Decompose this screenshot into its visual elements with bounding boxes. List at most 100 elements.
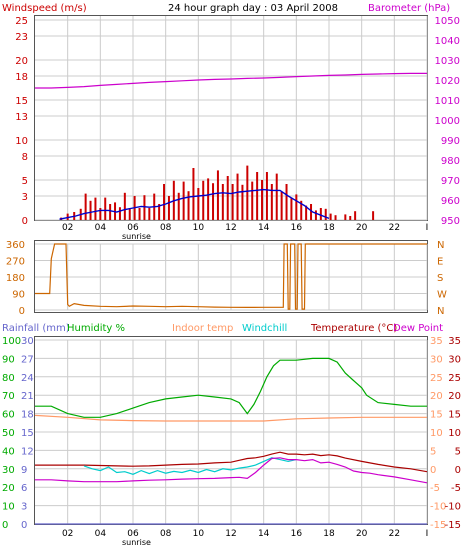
y-tick-label-windspeed: 10 xyxy=(15,136,28,147)
chart-title: 24 hour graph day : 03 April 2008 xyxy=(168,3,338,14)
humidity-line xyxy=(35,357,427,418)
dewpoint-title: Dew Point xyxy=(393,323,443,334)
y-tick-label-humidity: 90 xyxy=(2,354,15,365)
y-tick-label-rainfall: 12 xyxy=(21,446,34,457)
x-tick-label: 02 xyxy=(62,529,73,539)
y-tick-label-indoor: -10 xyxy=(430,502,446,513)
y-tick-label-barometer: 1030 xyxy=(435,56,460,67)
y-tick-label-humidity: 50 xyxy=(2,428,15,439)
y-tick-label-windspeed: 8 xyxy=(22,152,28,163)
y-tick-label-barometer: 970 xyxy=(441,176,460,187)
y-tick-label-windspeed: 15 xyxy=(15,96,28,107)
sunrise-label-bottom: sunrise xyxy=(122,538,151,547)
x-tick-label: 08 xyxy=(160,223,172,233)
avg-windspeed-line xyxy=(59,188,330,220)
y-tick-label-humidity: 60 xyxy=(2,410,15,421)
y-tick-label-temperature: -5 xyxy=(451,483,461,494)
windspeed-axis-title: Windspeed (m/s) xyxy=(2,3,87,14)
windchill-line xyxy=(83,457,297,475)
indoor-temp-line xyxy=(34,414,427,422)
dewpoint-line xyxy=(35,457,428,484)
x-tick-label: 14 xyxy=(258,529,270,539)
indoor-temp-title: Indoor temp xyxy=(172,323,233,334)
x-tick-label: I xyxy=(426,223,429,233)
y-tick-label-temperature: 35 xyxy=(448,336,461,347)
y-tick-label-rainfall: 9 xyxy=(21,465,27,476)
y-tick-label-rainfall: 15 xyxy=(21,428,34,439)
y-tick-label-temperature: -10 xyxy=(445,502,461,513)
x-tick-label: 14 xyxy=(258,223,270,233)
y-tick-label-compass: E xyxy=(437,257,443,268)
x-tick-label: 12 xyxy=(225,223,236,233)
y-tick-label-windspeed: 13 xyxy=(15,112,28,123)
y-tick-label-indoor: -15 xyxy=(430,520,446,531)
y-tick-label-indoor: 5 xyxy=(430,446,436,457)
y-tick-label-direction: 0 xyxy=(19,306,25,317)
y-tick-label-rainfall: 30 xyxy=(21,336,34,347)
y-tick-label-barometer: 1020 xyxy=(435,76,460,87)
y-tick-label-windspeed: 23 xyxy=(15,32,28,43)
wind-direction-line xyxy=(35,243,427,310)
y-tick-label-temperature: 30 xyxy=(448,354,461,365)
barometer-line xyxy=(35,72,427,89)
y-tick-label-humidity: 100 xyxy=(2,336,21,347)
series-layer xyxy=(34,72,428,525)
x-tick-label: 04 xyxy=(95,223,107,233)
y-tick-label-humidity: 20 xyxy=(2,483,15,494)
x-tick-label: 22 xyxy=(389,223,400,233)
y-tick-label-indoor: 35 xyxy=(430,336,443,347)
y-tick-label-compass: N xyxy=(437,306,444,317)
windchill-title: Windchill xyxy=(242,323,287,334)
y-tick-label-barometer: 1010 xyxy=(435,96,460,107)
y-tick-label-temperature: 20 xyxy=(448,391,461,402)
x-tick-label: 06 xyxy=(127,223,139,233)
y-tick-label-direction: 180 xyxy=(6,273,25,284)
y-tick-label-rainfall: 27 xyxy=(21,354,34,365)
y-tick-label-windspeed: 20 xyxy=(15,56,28,67)
y-tick-label-windspeed: 0 xyxy=(22,216,28,227)
y-tick-label-humidity: 70 xyxy=(2,391,15,402)
x-tick-label: 18 xyxy=(323,223,335,233)
rainfall-axis-title: Rainfall (mm) xyxy=(2,323,70,334)
x-tick-label: 20 xyxy=(356,223,368,233)
y-tick-label-humidity: 0 xyxy=(2,520,8,531)
y-tick-label-indoor: 10 xyxy=(430,428,443,439)
x-tick-label: 10 xyxy=(193,223,205,233)
grid-layer xyxy=(35,16,428,525)
x-tick-label: 08 xyxy=(160,529,172,539)
y-tick-label-humidity: 80 xyxy=(2,373,15,384)
y-tick-label-rainfall: 24 xyxy=(21,373,34,384)
y-tick-label-barometer: 1050 xyxy=(435,16,460,27)
temperature-title: Temperature (°C) xyxy=(310,323,397,334)
y-tick-label-indoor: 20 xyxy=(430,391,443,402)
y-tick-label-windspeed: 18 xyxy=(15,72,28,83)
y-tick-label-barometer: 960 xyxy=(441,196,460,207)
y-tick-label-windspeed: 5 xyxy=(22,176,28,187)
x-tick-label: 02 xyxy=(62,223,73,233)
sunrise-label-top: sunrise xyxy=(122,232,151,241)
x-tick-label: 16 xyxy=(291,529,303,539)
y-tick-label-barometer: 980 xyxy=(441,156,460,167)
y-tick-label-direction: 90 xyxy=(12,290,25,301)
barometer-axis-title: Barometer (hPa) xyxy=(368,3,450,14)
y-tick-label-barometer: 950 xyxy=(441,216,460,227)
y-tick-label-barometer: 1000 xyxy=(435,116,460,127)
y-tick-label-rainfall: 21 xyxy=(21,391,34,402)
y-tick-label-indoor: 30 xyxy=(430,354,443,365)
y-tick-label-direction: 360 xyxy=(6,240,25,251)
y-tick-label-windspeed: 25 xyxy=(15,16,28,27)
x-tick-label: 10 xyxy=(193,529,205,539)
y-tick-label-temperature: 25 xyxy=(448,373,461,384)
y-tick-label-temperature: -15 xyxy=(445,520,461,531)
y-tick-label-temperature: 0 xyxy=(455,465,461,476)
x-tick-label: 18 xyxy=(323,529,335,539)
y-tick-label-barometer: 990 xyxy=(441,136,460,147)
x-tick-label: 16 xyxy=(291,223,303,233)
tick-labels-layer: 0358101315182023259509609709809901000101… xyxy=(2,16,461,539)
y-tick-label-rainfall: 0 xyxy=(21,520,27,531)
x-tick-label: I xyxy=(426,529,429,539)
y-tick-label-indoor: 15 xyxy=(430,410,443,421)
x-tick-label: 12 xyxy=(225,529,236,539)
